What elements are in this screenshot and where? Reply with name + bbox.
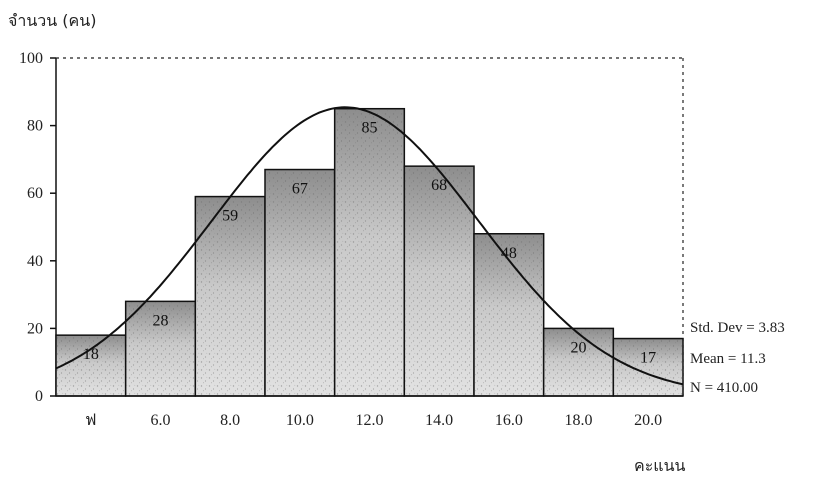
stats-line: Mean = 11.3 [690, 351, 766, 367]
bar-value-label: 28 [153, 312, 169, 329]
bar-texture [126, 302, 195, 395]
bar-value-label: 18 [83, 346, 99, 363]
bar-texture [405, 167, 473, 395]
bar-value-label: 20 [571, 339, 587, 356]
y-tick-label: 0 [35, 388, 43, 405]
x-tick-label: 6.0 [151, 412, 171, 429]
bar-value-label: 85 [362, 120, 378, 137]
y-axis: 0 20 40 60 80 100 [19, 50, 56, 405]
y-tick-label: 100 [19, 50, 43, 67]
y-tick-label: 60 [27, 185, 43, 202]
bar-texture [266, 170, 334, 395]
bar-value-label: 17 [640, 350, 656, 367]
bar-texture [335, 109, 404, 395]
stats-line: N = 410.00 [690, 380, 758, 396]
x-tick-label: 20.0 [634, 412, 662, 429]
bar-value-label: 59 [222, 208, 238, 225]
y-tick-label: 40 [27, 253, 43, 270]
x-tick-label: 10.0 [286, 412, 314, 429]
bar-texture [196, 197, 264, 395]
bar-value-label: 48 [501, 245, 517, 262]
x-axis: ฟ 6.0 8.0 10.0 12.0 14.0 16.0 18.0 20.0 [56, 395, 683, 429]
x-tick-label: 14.0 [425, 412, 453, 429]
x-tick-label: 12.0 [356, 412, 384, 429]
stats-legend: Std. Dev = 3.83 Mean = 11.3 N = 410.00 [690, 320, 785, 396]
bar-texture [544, 329, 613, 395]
y-axis-title: จำนวน (คน) [8, 11, 96, 30]
stats-line: Std. Dev = 3.83 [690, 320, 785, 336]
y-tick-label: 20 [27, 320, 43, 337]
bars: 18 28 59 67 85 68 48 20 17 [55, 107, 684, 397]
bar-texture [614, 339, 682, 395]
x-tick-label: 16.0 [495, 412, 523, 429]
x-tick-label: 18.0 [565, 412, 593, 429]
bar-value-label: 67 [292, 181, 308, 198]
x-tick-label: 8.0 [220, 412, 240, 429]
x-tick-label: ฟ [85, 410, 96, 429]
bar-value-label: 68 [431, 177, 447, 194]
normal-curve [55, 106, 684, 386]
y-tick-label: 80 [27, 118, 43, 135]
x-axis-title: คะแนน [634, 456, 686, 475]
bar-texture [57, 336, 125, 395]
